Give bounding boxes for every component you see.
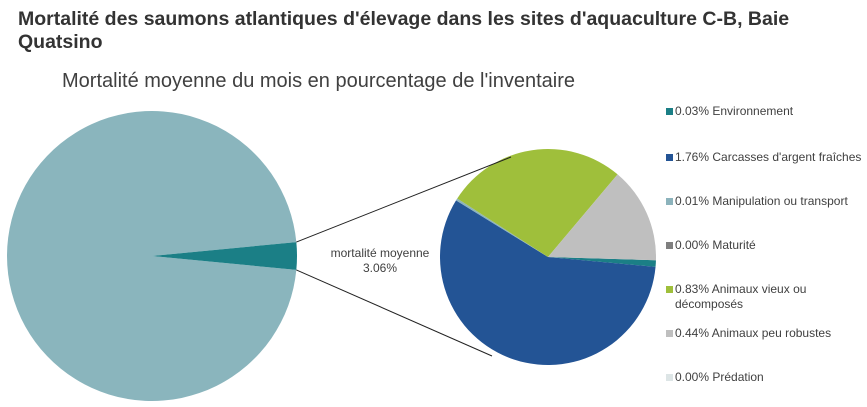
legend-label: 0.83% Animaux vieux ou décomposés — [675, 282, 807, 311]
legend-swatch — [666, 108, 673, 115]
legend-item: 0.01% Manipulation ou transport — [666, 194, 848, 209]
chart-title: Mortalité des saumons atlantiques d'élev… — [18, 8, 790, 53]
connector-line-1 — [296, 269, 493, 357]
mortality-label-value: 3.06% — [362, 261, 398, 275]
mortality-label-text: mortalité moyenne — [330, 246, 430, 260]
legend-swatch — [666, 154, 673, 161]
legend-swatch — [666, 330, 673, 337]
legend-swatch — [666, 198, 673, 205]
legend-item: 0.00% Maturité — [666, 238, 756, 253]
legend-label: 0.00% Maturité — [675, 238, 756, 252]
legend-label: 0.44% Animaux peu robustes — [675, 326, 832, 340]
secondary-pie-slice-0 — [548, 257, 656, 267]
secondary-pie-slice-1 — [439, 200, 656, 366]
legend-item: 0.44% Animaux peu robustes — [666, 326, 831, 341]
legend-label: 0.00% Prédation — [675, 370, 764, 384]
secondary-pie-slice-5 — [548, 174, 656, 261]
secondary-pie-slice-2 — [456, 198, 548, 257]
legend-item: 0.00% Prédation — [666, 370, 764, 385]
legend-label: 0.01% Manipulation ou transport — [675, 194, 848, 208]
main-pie-slice-mortality — [152, 242, 297, 270]
legend-item: 0.83% Animaux vieux ou décomposés — [666, 282, 866, 312]
main-pie-slice-other — [7, 111, 297, 402]
legend-swatch — [666, 374, 673, 381]
legend-item: 1.76% Carcasses d'argent fraîches — [666, 150, 861, 165]
legend-swatch — [666, 286, 673, 293]
legend-item: 0.03% Environnement — [666, 104, 793, 119]
legend-swatch — [666, 242, 673, 249]
secondary-pie-slice-4 — [457, 149, 618, 257]
connector-line-0 — [296, 156, 512, 243]
legend-label: 1.76% Carcasses d'argent fraîches — [675, 150, 862, 164]
chart-subtitle: Mortalité moyenne du mois en pourcentage… — [62, 70, 576, 92]
legend-label: 0.03% Environnement — [675, 104, 794, 118]
mortality-data-label: mortalité moyenne 3.06% — [318, 246, 442, 276]
